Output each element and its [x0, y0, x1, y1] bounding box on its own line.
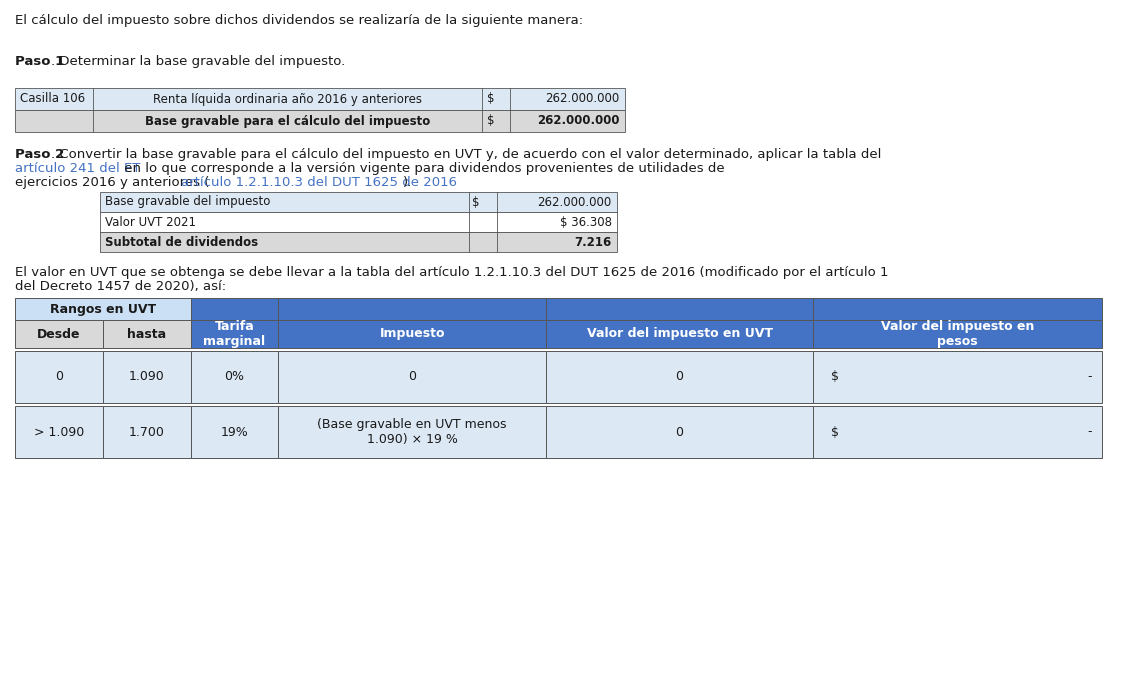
Text: ).: ).: [403, 176, 412, 189]
Bar: [546, 406, 813, 458]
Text: 0: 0: [675, 371, 683, 384]
Bar: [103, 406, 190, 458]
Bar: [278, 406, 546, 458]
Text: Desde: Desde: [38, 327, 81, 340]
Text: -: -: [1088, 426, 1091, 439]
Text: 1.090: 1.090: [129, 371, 164, 384]
Bar: [15, 298, 190, 320]
Text: Valor UVT 2021: Valor UVT 2021: [105, 215, 196, 229]
Bar: [15, 320, 103, 348]
Bar: [190, 351, 278, 403]
Text: hasta: hasta: [128, 327, 166, 340]
Text: del Decreto 1457 de 2020), así:: del Decreto 1457 de 2020), así:: [15, 280, 227, 293]
Bar: [190, 320, 278, 348]
Text: (Base gravable en UVT menos
1.090) × 19 %: (Base gravable en UVT menos 1.090) × 19 …: [318, 418, 507, 446]
Bar: [278, 351, 546, 403]
Text: > 1.090: > 1.090: [34, 426, 84, 439]
Text: artículo 241 del ET: artículo 241 del ET: [15, 162, 140, 175]
Text: ejercicios 2016 y anteriores (: ejercicios 2016 y anteriores (: [15, 176, 210, 189]
Text: $: $: [487, 115, 494, 128]
Text: -: -: [1088, 371, 1091, 384]
Text: 0: 0: [55, 371, 63, 384]
Bar: [813, 351, 1101, 403]
Text: Base gravable para el cálculo del impuesto: Base gravable para el cálculo del impues…: [145, 115, 431, 128]
Text: 0%: 0%: [224, 371, 245, 384]
Text: artículo 1.2.1.10.3 del DUT 1625 de 2016: artículo 1.2.1.10.3 del DUT 1625 de 2016: [181, 176, 457, 189]
Bar: [278, 320, 546, 348]
Bar: [100, 232, 616, 252]
Bar: [813, 406, 1101, 458]
Text: Renta líquida ordinaria año 2016 y anteriores: Renta líquida ordinaria año 2016 y anter…: [153, 92, 421, 105]
Bar: [190, 298, 278, 320]
Bar: [546, 298, 813, 320]
Text: Casilla 106: Casilla 106: [21, 92, 85, 105]
Text: $: $: [831, 371, 839, 384]
Text: . Convertir la base gravable para el cálculo del impuesto en UVT y, de acuerdo c: . Convertir la base gravable para el cál…: [51, 148, 882, 161]
Text: 19%: 19%: [221, 426, 248, 439]
Text: 262.000.000: 262.000.000: [538, 115, 620, 128]
Text: El valor en UVT que se obtenga se debe llevar a la tabla del artículo 1.2.1.10.3: El valor en UVT que se obtenga se debe l…: [15, 266, 888, 279]
Bar: [15, 88, 624, 110]
Text: Base gravable del impuesto: Base gravable del impuesto: [105, 196, 270, 208]
Text: $: $: [487, 92, 494, 105]
Bar: [103, 351, 190, 403]
Bar: [100, 212, 616, 232]
Text: Valor del impuesto en UVT: Valor del impuesto en UVT: [587, 327, 772, 340]
Text: $ 36.308: $ 36.308: [559, 215, 612, 229]
Text: 7.216: 7.216: [574, 236, 612, 249]
Text: Paso 1: Paso 1: [15, 55, 64, 68]
Text: Rangos en UVT: Rangos en UVT: [50, 303, 156, 316]
Text: Subtotal de dividendos: Subtotal de dividendos: [105, 236, 257, 249]
Bar: [15, 110, 624, 132]
Text: 0: 0: [408, 371, 416, 384]
Text: 262.000.000: 262.000.000: [538, 196, 612, 208]
Text: El cálculo del impuesto sobre dichos dividendos se realizaría de la siguiente ma: El cálculo del impuesto sobre dichos div…: [15, 14, 583, 27]
Text: Tarifa
marginal: Tarifa marginal: [204, 320, 265, 348]
Text: $: $: [831, 426, 839, 439]
Text: Valor del impuesto en
pesos: Valor del impuesto en pesos: [880, 320, 1034, 348]
Bar: [15, 406, 103, 458]
Text: . Determinar la base gravable del impuesto.: . Determinar la base gravable del impues…: [51, 55, 345, 68]
Text: 262.000.000: 262.000.000: [546, 92, 620, 105]
Bar: [15, 351, 103, 403]
Text: Paso 2: Paso 2: [15, 148, 64, 161]
Bar: [278, 298, 546, 320]
Bar: [100, 192, 616, 212]
Bar: [813, 320, 1101, 348]
Text: 0: 0: [675, 426, 683, 439]
Bar: [190, 406, 278, 458]
Bar: [546, 320, 813, 348]
Bar: [546, 351, 813, 403]
Text: $: $: [472, 196, 480, 208]
Text: en lo que corresponde a la versión vigente para dividendos provenientes de utili: en lo que corresponde a la versión vigen…: [121, 162, 724, 175]
Bar: [103, 320, 190, 348]
Bar: [813, 298, 1101, 320]
Text: 1.700: 1.700: [129, 426, 165, 439]
Text: Impuesto: Impuesto: [379, 327, 445, 340]
